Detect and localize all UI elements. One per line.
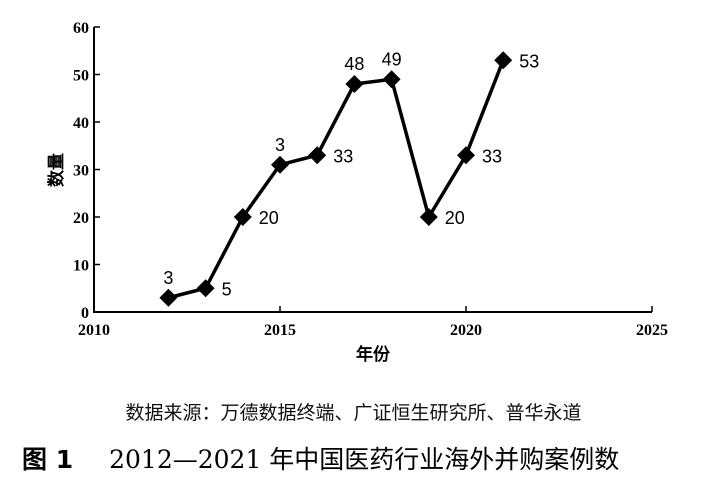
data-point-marker bbox=[382, 70, 401, 89]
x-tick-label: 2020 bbox=[450, 322, 482, 339]
series-line bbox=[167, 59, 505, 300]
y-tick-label: 0 bbox=[81, 305, 89, 322]
data-label: 20 bbox=[259, 208, 279, 228]
x-tick-label: 2010 bbox=[78, 322, 110, 339]
data-point-marker bbox=[233, 208, 252, 226]
data-point-marker bbox=[271, 155, 289, 174]
data-label: 53 bbox=[519, 51, 539, 71]
x-axis-title: 年份 bbox=[356, 344, 391, 365]
axes bbox=[93, 27, 652, 313]
data-point-marker bbox=[196, 279, 215, 298]
data-point-marker bbox=[308, 146, 327, 165]
data-label: 48 bbox=[344, 54, 364, 74]
y-axis-ticks: 0 10 20 30 40 50 60 bbox=[73, 20, 100, 322]
data-label: 49 bbox=[382, 49, 402, 69]
series-group bbox=[159, 51, 513, 307]
data-point-marker bbox=[419, 208, 438, 226]
y-tick-label: 10 bbox=[73, 258, 89, 275]
figure-title: 2012—2021 年中国医药行业海外并购案例数 bbox=[109, 445, 620, 474]
data-point-marker bbox=[345, 75, 364, 93]
figure-number: 图 1 bbox=[22, 445, 74, 474]
y-tick-label: 50 bbox=[73, 68, 89, 85]
data-label: 3 bbox=[275, 135, 285, 155]
figure-caption: 图 1 2012—2021 年中国医药行业海外并购案例数 bbox=[22, 440, 702, 476]
data-label: 33 bbox=[333, 146, 353, 166]
data-point-marker bbox=[457, 146, 475, 165]
data-label: 33 bbox=[482, 146, 502, 166]
source-note: 数据来源：万德数据终端、广证恒生研究所、普华永道 bbox=[125, 402, 582, 424]
x-axis-ticks: 2010 2015 2020 2025 bbox=[78, 306, 668, 339]
data-label: 3 bbox=[163, 268, 173, 288]
data-point-marker bbox=[494, 51, 513, 70]
x-tick-label: 2025 bbox=[636, 322, 668, 339]
data-label: 5 bbox=[222, 279, 232, 299]
x-tick-label: 2015 bbox=[264, 322, 296, 339]
y-tick-label: 60 bbox=[73, 20, 89, 37]
y-tick-label: 40 bbox=[73, 115, 89, 132]
y-tick-label: 20 bbox=[73, 210, 89, 227]
data-label: 20 bbox=[445, 208, 465, 228]
y-axis-title: 数量 bbox=[46, 153, 67, 187]
data-point-marker bbox=[159, 288, 178, 307]
y-tick-label: 30 bbox=[73, 163, 89, 180]
